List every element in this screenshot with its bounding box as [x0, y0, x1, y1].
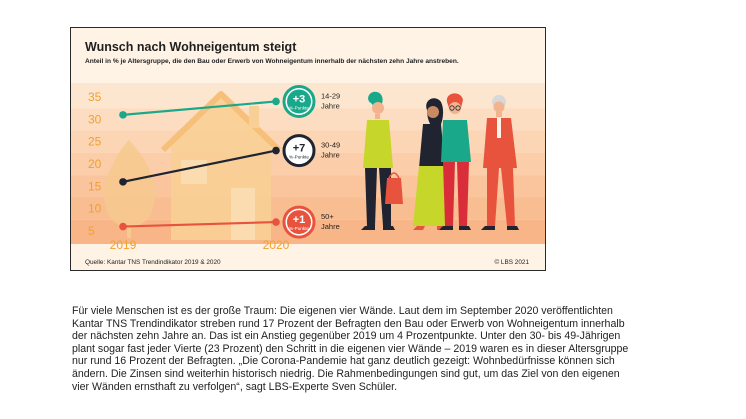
copyright-note: © LBS 2021 [494, 259, 529, 266]
age-group-label: Jahre [321, 151, 340, 160]
person-icon [439, 93, 471, 230]
series-line [122, 149, 277, 183]
article-paragraph: Für viele Menschen ist es der große Trau… [72, 305, 629, 393]
change-badge-fill [287, 89, 311, 114]
series-line [122, 220, 277, 228]
change-badges: +3%-Punkte14-29Jahre+7%-Punkte30-49Jahre… [282, 84, 340, 239]
person-icon [413, 98, 451, 230]
y-tick-label: 5 [88, 224, 95, 238]
y-tick-label: 35 [88, 90, 102, 104]
people-illustration [361, 91, 519, 230]
y-axis-ticks: 35 30 25 20 15 10 5 [88, 90, 102, 238]
y-tick-label: 25 [88, 135, 102, 149]
x-tick-label: 2020 [263, 238, 290, 252]
age-group-label: Jahre [321, 222, 340, 231]
person-icon [361, 91, 403, 230]
data-point [272, 218, 280, 226]
data-point [119, 111, 127, 119]
data-point [119, 178, 127, 186]
y-tick-label: 15 [88, 179, 102, 193]
y-tick-label: 10 [88, 202, 102, 216]
x-tick-label: 2019 [110, 238, 137, 252]
age-group-label: 50+ [321, 212, 334, 221]
change-unit: %-Punkte [289, 155, 309, 160]
change-value: +1 [293, 214, 306, 226]
chart-title: Wunsch nach Wohneigentum steigt [85, 40, 297, 54]
data-point [119, 222, 127, 231]
change-badge-fill [287, 210, 311, 235]
x-axis-ticks: 2019 2020 [110, 238, 290, 252]
age-group-label: Jahre [321, 101, 340, 110]
change-unit: %-Punkte [289, 226, 309, 231]
change-value: +7 [293, 143, 306, 155]
age-group-label: 14-29 [321, 91, 340, 100]
y-tick-label: 30 [88, 112, 102, 126]
house-and-tree-illustration [103, 91, 282, 240]
age-group-label: 30-49 [321, 141, 340, 150]
person-icon [481, 95, 519, 230]
source-note: Quelle: Kantar TNS Trendindikator 2019 &… [85, 259, 221, 266]
change-unit: %-Punkte [289, 105, 309, 110]
house-door [231, 188, 255, 240]
house-window [181, 160, 207, 184]
house-chimney [249, 106, 259, 128]
data-point [272, 146, 280, 155]
data-point [272, 97, 280, 106]
series-line [122, 100, 277, 116]
y-tick-label: 20 [88, 157, 102, 171]
change-value: +3 [293, 93, 306, 105]
infographic: 35 30 25 20 15 10 5 2019 2020 +3 %-Punkte 14-29 Ja… [70, 27, 546, 271]
tree-icon [103, 140, 155, 228]
house-roof-outline [160, 91, 282, 153]
tree-trunk [127, 224, 131, 238]
series-lines [119, 97, 280, 231]
change-badge [282, 134, 316, 168]
chart-subtitle: Anteil in % je Altersgruppe, die den Bau… [85, 58, 459, 65]
